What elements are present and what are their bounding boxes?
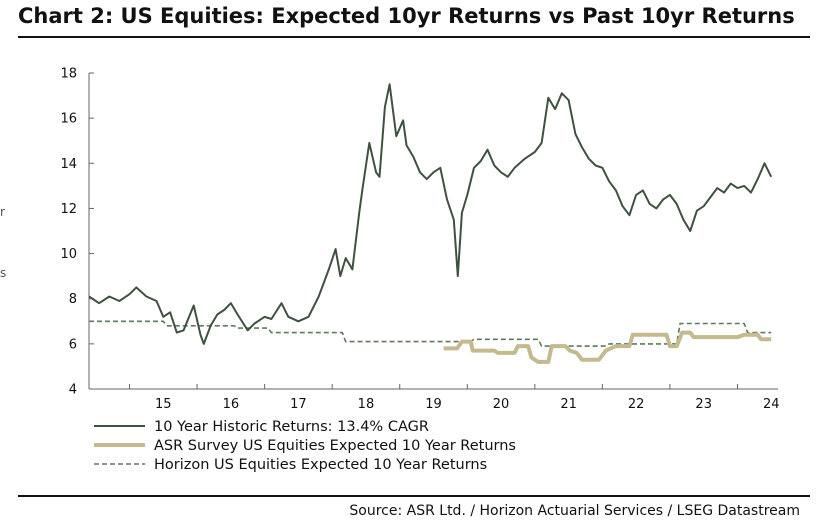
cropped-edge-mark: s [0,266,7,280]
legend-label: Horizon US Equities Expected 10 Year Ret… [154,457,487,473]
y-tick-label: 6 [69,337,77,352]
y-tick-label: 8 [69,292,77,307]
source-rule [18,495,810,497]
x-tick-label: 18 [358,397,375,412]
x-tick-label: 20 [493,397,510,412]
chart-axes: 4 6 8 10 12 14 16 18 15 16 17 18 19 20 21 22 23 24 [60,67,779,413]
x-tick-label: 22 [628,397,645,412]
chart-title: Chart 2: US Equities: Expected 10yr Retu… [18,4,795,28]
legend-label: 10 Year Historic Returns: 13.4% CAGR [154,419,429,435]
x-tick-label: 17 [290,397,307,412]
y-tick-label: 16 [60,112,77,127]
y-tick-label: 18 [60,67,77,82]
x-tick-label: 21 [560,397,577,412]
cropped-edge-mark: r [0,205,5,219]
y-tick-label: 10 [60,247,77,262]
y-tick-label: 4 [69,383,77,398]
legend-label: ASR Survey US Equities Expected 10 Year … [154,438,516,454]
historic-returns-line [88,83,773,345]
x-tick-label: 19 [425,397,442,412]
y-tick-label: 12 [60,202,77,217]
horizon-expected-returns-line [89,320,772,347]
x-tick-label: 24 [763,397,780,412]
title-rule [18,36,810,38]
chart-legend: 10 Year Historic Returns: 13.4% CAGR ASR … [94,419,516,473]
y-tick-label: 14 [60,157,77,172]
source-note: Source: ASR Ltd. / Horizon Actuarial Ser… [349,503,800,519]
chart-series [88,83,773,364]
x-tick-label: 15 [155,397,172,412]
x-tick-label: 16 [223,397,240,412]
x-tick-label: 23 [695,397,712,412]
asr-expected-returns-line [443,330,772,364]
